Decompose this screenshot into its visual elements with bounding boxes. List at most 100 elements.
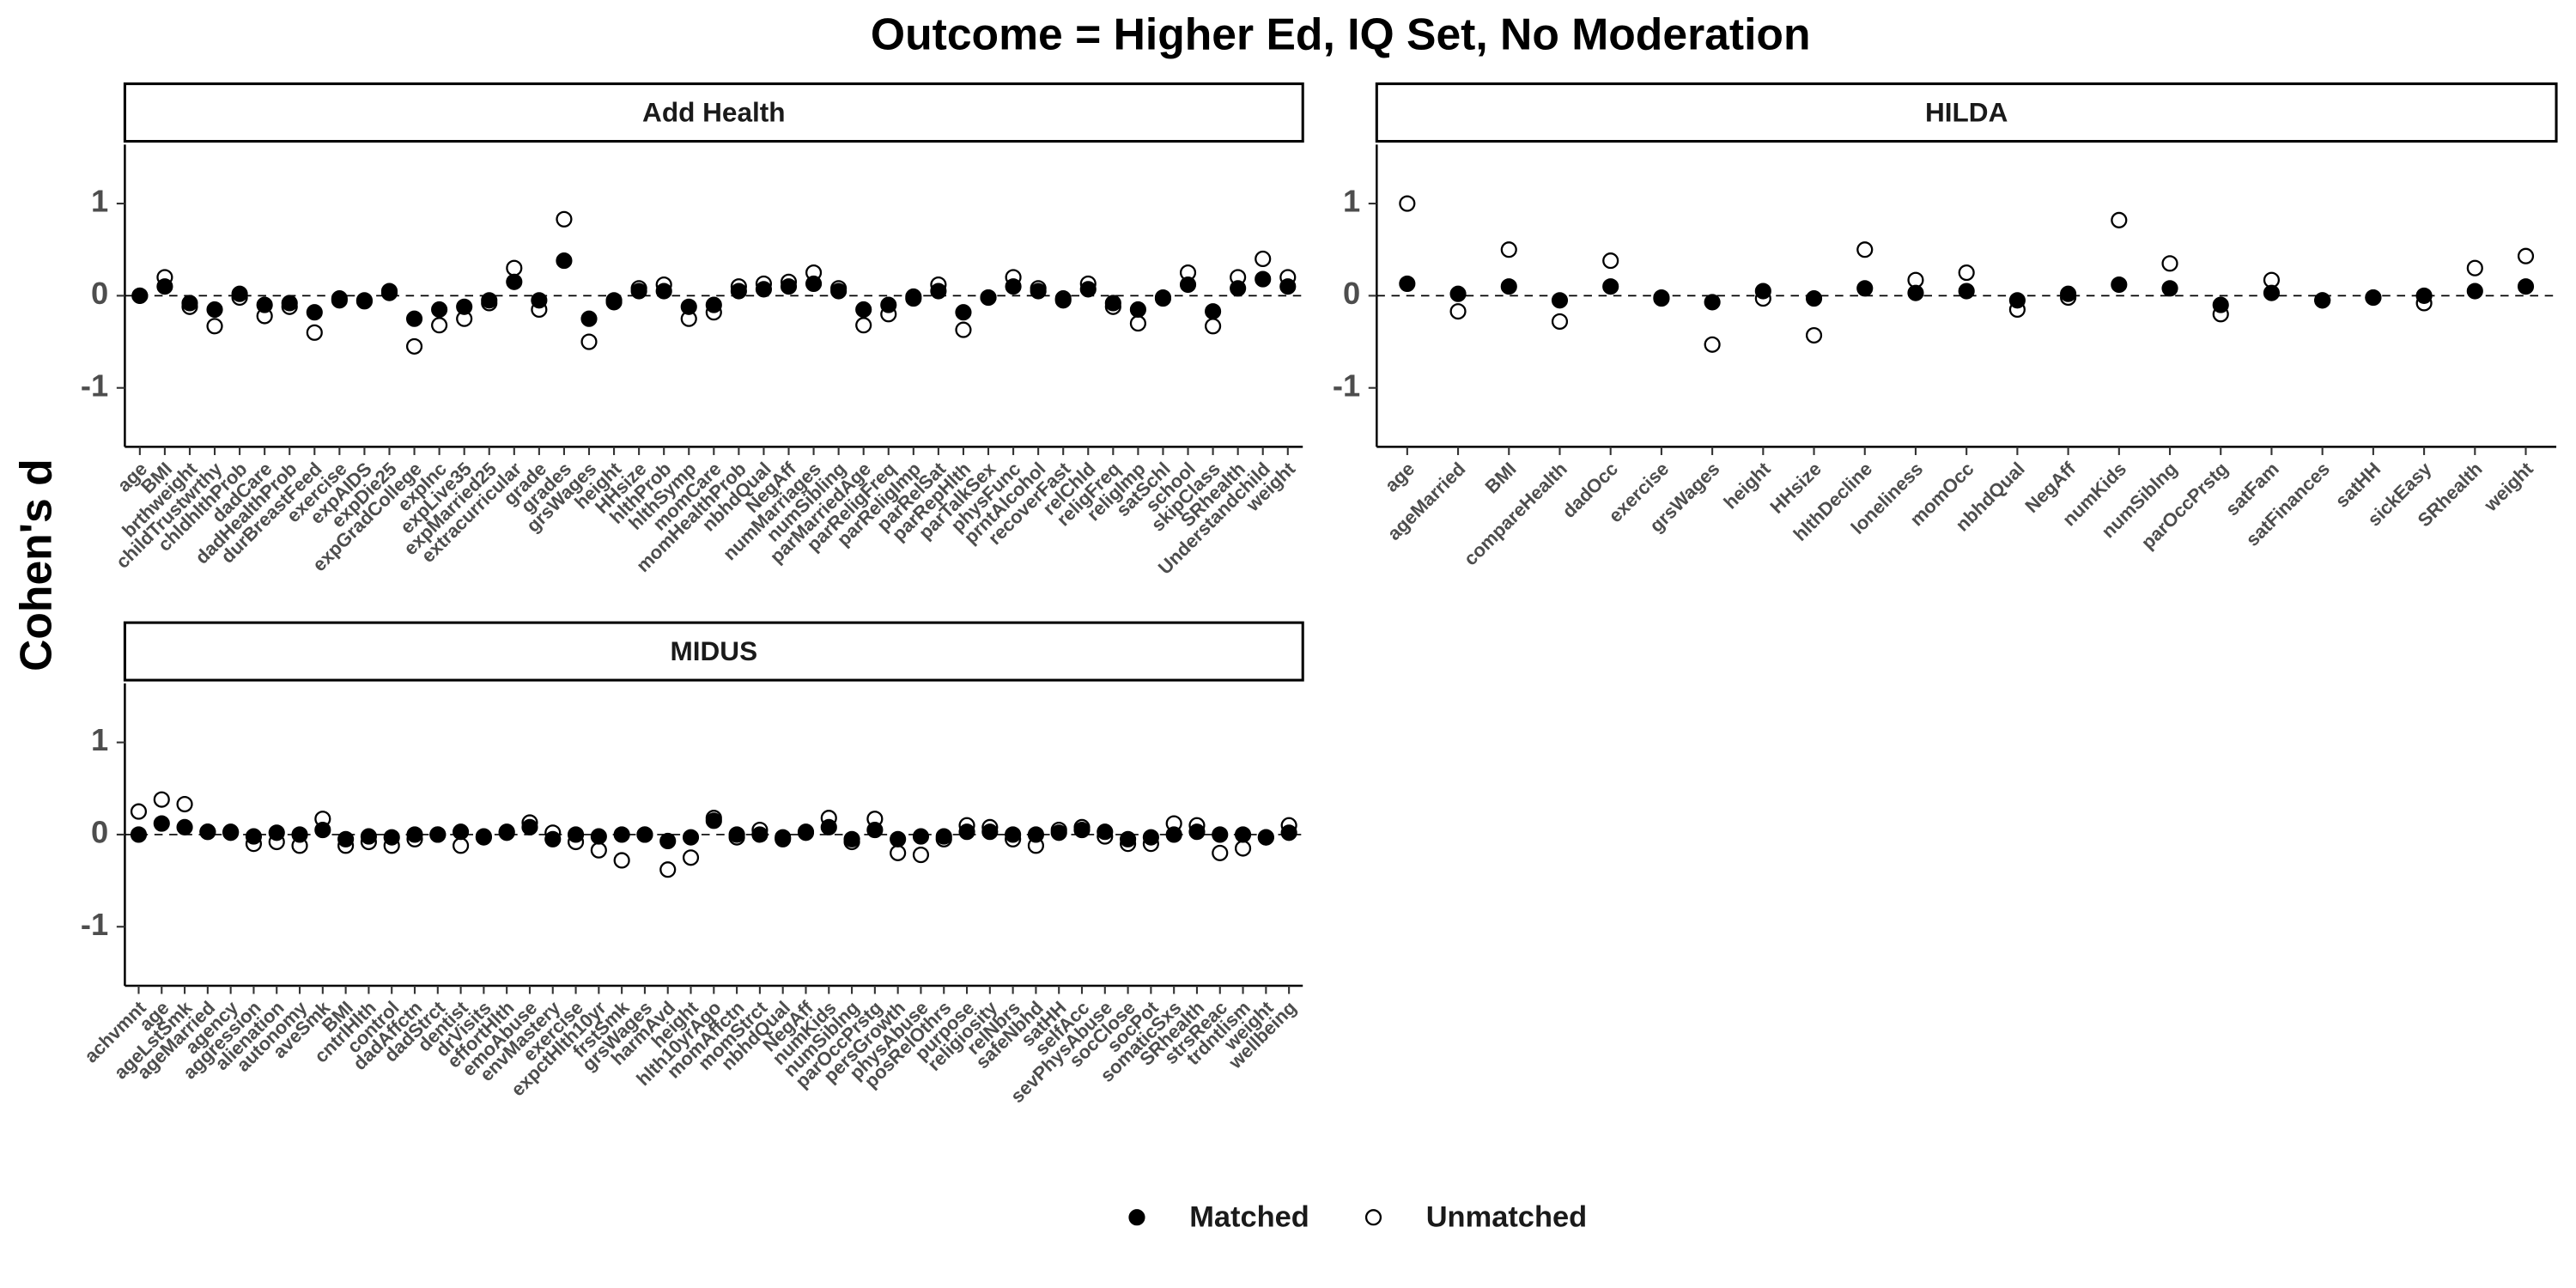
y-tick-label: -1 bbox=[1333, 368, 1360, 403]
point bbox=[2161, 280, 2178, 297]
point bbox=[231, 285, 248, 302]
point bbox=[1255, 270, 1272, 288]
point bbox=[890, 830, 907, 848]
point bbox=[521, 818, 538, 835]
point bbox=[1188, 823, 1206, 841]
point bbox=[590, 828, 607, 845]
point bbox=[1551, 292, 1569, 309]
point bbox=[2466, 259, 2483, 276]
point bbox=[866, 822, 884, 839]
point bbox=[131, 287, 149, 304]
point bbox=[682, 849, 700, 866]
point bbox=[880, 296, 897, 313]
chart-title: Outcome = Higher Ed, IQ Set, No Moderati… bbox=[871, 9, 1811, 59]
point bbox=[2111, 276, 2128, 294]
point bbox=[730, 283, 747, 300]
point bbox=[1079, 281, 1097, 298]
point bbox=[705, 812, 722, 829]
point bbox=[2212, 296, 2229, 313]
point bbox=[405, 310, 423, 327]
point bbox=[613, 826, 630, 843]
point bbox=[855, 301, 872, 319]
y-tick-label: 0 bbox=[91, 276, 108, 311]
point bbox=[1279, 278, 1297, 295]
strip bbox=[123, 82, 1304, 143]
point bbox=[912, 846, 930, 864]
point bbox=[2415, 287, 2433, 304]
point bbox=[431, 301, 448, 319]
point bbox=[2263, 284, 2281, 301]
x-tick-label: age bbox=[1381, 458, 1419, 495]
point bbox=[1653, 289, 1670, 307]
point bbox=[222, 823, 240, 841]
legend-marker bbox=[1128, 1209, 1145, 1226]
point bbox=[453, 837, 470, 854]
strip bbox=[1375, 82, 2558, 143]
x-tick-label: height bbox=[1719, 458, 1775, 513]
point bbox=[431, 317, 448, 334]
point bbox=[268, 824, 285, 841]
point bbox=[580, 310, 598, 327]
point bbox=[1704, 336, 1721, 353]
point bbox=[580, 333, 598, 350]
y-tick-label: 1 bbox=[1343, 184, 1360, 219]
point bbox=[805, 275, 823, 293]
point bbox=[980, 289, 997, 307]
legend-label: Unmatched bbox=[1426, 1201, 1587, 1234]
point bbox=[1230, 280, 1247, 297]
point bbox=[1165, 826, 1182, 843]
y-tick-label: 0 bbox=[1343, 276, 1360, 311]
point bbox=[567, 826, 585, 843]
point bbox=[1005, 826, 1022, 843]
point bbox=[751, 826, 769, 843]
point bbox=[1179, 276, 1197, 294]
point bbox=[590, 841, 607, 859]
point bbox=[176, 795, 193, 813]
point bbox=[1602, 278, 1619, 295]
point bbox=[2111, 211, 2128, 228]
point bbox=[1097, 823, 1114, 841]
panel-title: Add Health bbox=[642, 96, 786, 127]
point bbox=[655, 283, 672, 300]
point bbox=[1551, 313, 1569, 331]
point bbox=[360, 828, 377, 845]
point bbox=[1449, 303, 1467, 320]
point bbox=[935, 828, 952, 845]
point bbox=[1500, 278, 1517, 295]
point bbox=[1073, 822, 1091, 839]
point bbox=[1856, 241, 1874, 258]
legend-marker bbox=[1364, 1209, 1382, 1226]
point bbox=[930, 283, 947, 300]
point bbox=[531, 292, 548, 309]
point bbox=[958, 823, 975, 841]
point bbox=[1104, 295, 1121, 312]
point bbox=[1958, 264, 1975, 282]
point bbox=[206, 301, 223, 319]
point bbox=[181, 295, 198, 312]
point bbox=[176, 818, 193, 835]
point bbox=[2517, 278, 2535, 295]
point bbox=[843, 830, 860, 848]
point bbox=[682, 829, 700, 846]
point bbox=[890, 844, 907, 861]
point bbox=[680, 298, 697, 315]
point bbox=[506, 259, 523, 276]
point bbox=[1154, 290, 1172, 307]
x-tick-label: BMI bbox=[1480, 458, 1520, 497]
point bbox=[206, 318, 223, 335]
point bbox=[955, 321, 972, 338]
point bbox=[1205, 318, 1222, 335]
point bbox=[1142, 829, 1159, 846]
point bbox=[281, 295, 298, 312]
point bbox=[380, 283, 398, 300]
point bbox=[1129, 301, 1146, 319]
point bbox=[2161, 255, 2178, 272]
panel-title: MIDUS bbox=[670, 635, 757, 666]
point bbox=[1500, 241, 1517, 258]
point bbox=[475, 829, 492, 846]
point bbox=[506, 273, 523, 290]
point bbox=[306, 324, 323, 341]
point bbox=[659, 861, 677, 878]
point bbox=[2008, 292, 2026, 309]
